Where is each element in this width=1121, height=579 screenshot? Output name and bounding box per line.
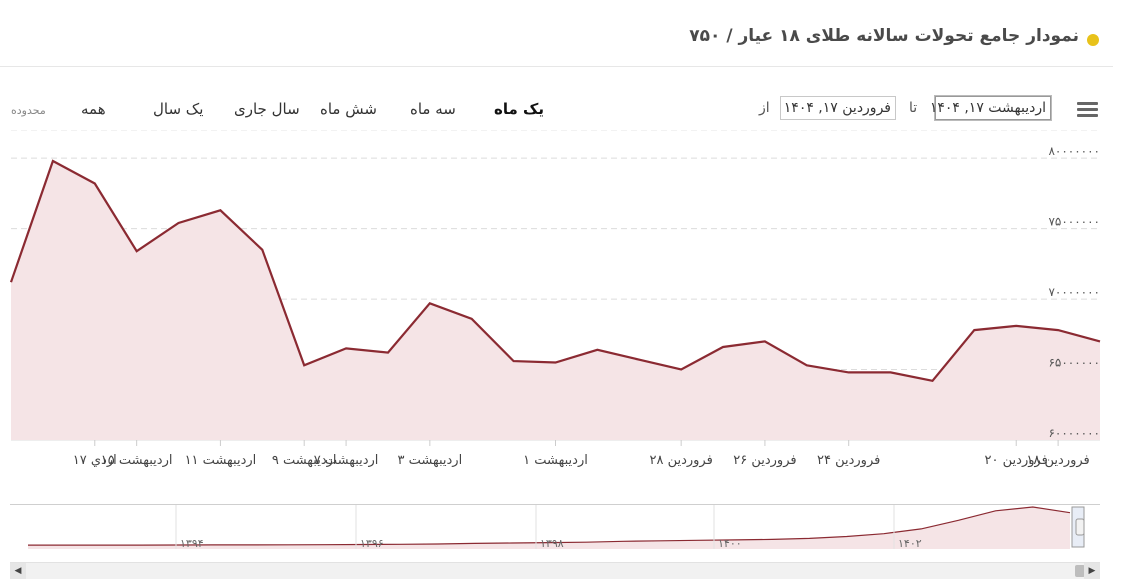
range-button-all[interactable]: همه xyxy=(81,100,106,118)
x-tick-label: فروردین ۲۴ xyxy=(817,453,880,468)
y-tick-label: ۶۰۰۰۰۰۰۰ xyxy=(1048,426,1100,440)
range-button-1m[interactable]: یک ماه xyxy=(494,100,544,118)
range-button-3m[interactable]: سه ماه xyxy=(410,100,456,118)
y-tick-label: ۸۰۰۰۰۰۰۰ xyxy=(1048,144,1100,158)
x-tick-label: اردیبهشت ۱۱ xyxy=(185,453,257,468)
navigator-line xyxy=(28,506,1071,546)
main-chart: ۶۰۰۰۰۰۰۰ ۶۵۰۰۰۰۰۰ ۷۰۰۰۰۰۰۰ ۷۵۰۰۰۰۰۰ ۸۰۰۰۰۰۰۰… xyxy=(9,130,1101,468)
navigator-label: ۱۴۰۰ xyxy=(718,537,742,550)
scroll-left-arrow-icon[interactable]: ◀ xyxy=(10,563,26,579)
x-tick-label: فروردین ۲۰ xyxy=(985,453,1048,468)
chart-title: نمودار جامع تحولات سالانه طلای ۱۸ عیار /… xyxy=(689,26,1079,46)
title-dot-icon xyxy=(1087,34,1099,46)
to-label: تا xyxy=(909,100,918,116)
chart-panel: نمودار جامع تحولات سالانه طلای ۱۸ عیار /… xyxy=(0,10,1113,579)
navigator-label: ۱۳۹۴ xyxy=(180,537,204,550)
range-label: محدوده xyxy=(11,104,46,117)
y-tick-label: ۷۰۰۰۰۰۰۰ xyxy=(1048,285,1100,299)
to-date-input[interactable]: اردیبهشت ۱۷, ۱۴۰۴ xyxy=(930,96,1051,120)
x-tick-label: اردیبهشت ۳ xyxy=(397,453,462,468)
y-tick-label: ۷۵۰۰۰۰۰۰ xyxy=(1048,215,1100,229)
navigator-handle-icon[interactable] xyxy=(1075,518,1085,536)
range-button-1y[interactable]: یک سال xyxy=(153,100,204,118)
from-label: از xyxy=(759,100,770,116)
y-tick-label: ۶۵۰۰۰۰۰۰ xyxy=(1048,356,1100,370)
x-tick-label: اردیبهشت ۱ xyxy=(523,453,588,468)
chart-header: نمودار جامع تحولات سالانه طلای ۱۸ عیار /… xyxy=(0,10,1113,67)
navigator[interactable]: ۱۳۹۴ ۱۳۹۶ ۱۳۹۸ ۱۴۰۰ ۱۴۰۲ xyxy=(10,504,1100,557)
navigator-label: ۱۳۹۸ xyxy=(540,537,564,550)
x-tick-label: فروردین ۲۸ xyxy=(649,453,712,468)
x-tick-label: اردیبهشت ۱۵ xyxy=(101,453,173,468)
hamburger-menu-icon[interactable] xyxy=(1077,102,1098,118)
scroll-right-arrow-icon[interactable]: ▶ xyxy=(1084,563,1100,579)
navigator-chart: ۱۳۹۴ ۱۳۹۶ ۱۳۹۸ ۱۴۰۰ ۱۴۰۲ xyxy=(28,505,1085,550)
navigator-scrollbar[interactable]: ◀ ▶ xyxy=(10,562,1100,579)
range-button-6m[interactable]: شش ماه xyxy=(320,100,377,118)
range-toolbar: محدوده همه یک سال سال جاری شش ماه سه ماه… xyxy=(0,70,1113,130)
series-area xyxy=(11,161,1100,440)
x-tick-label: اردي ۱۷ xyxy=(73,453,117,468)
x-tick-label: فروردین ۲۶ xyxy=(733,453,796,468)
range-button-ytd[interactable]: سال جاری xyxy=(234,100,300,118)
navigator-label: ۱۴۰۲ xyxy=(898,537,922,550)
x-tick-label: فروردین ۱۸ xyxy=(1026,453,1089,468)
scroll-thumb[interactable] xyxy=(1075,565,1085,577)
x-tick-label: اردیبهشت ۹ xyxy=(272,453,337,468)
series-line xyxy=(9,159,1101,383)
x-tick-label: اردیبهشت ۷ xyxy=(314,453,379,468)
navigator-label: ۱۳۹۶ xyxy=(360,537,384,550)
from-date-input[interactable]: فروردین ۱۷, ۱۴۰۴ xyxy=(780,96,896,120)
